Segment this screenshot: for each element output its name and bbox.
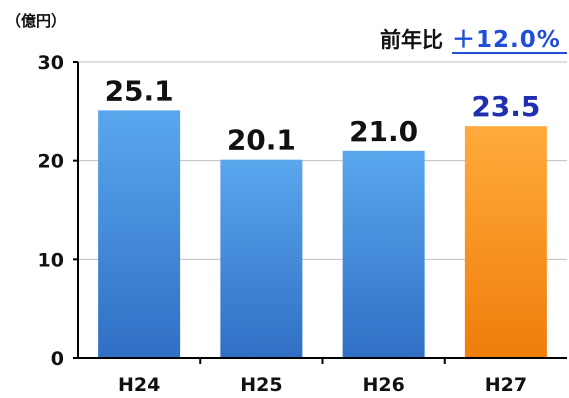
x-tick-label-H26: H26 xyxy=(362,374,404,396)
bars xyxy=(98,110,547,358)
unit-label: （億円） xyxy=(6,12,66,30)
y-tick-label-20: 20 xyxy=(38,151,64,173)
bar-H27 xyxy=(464,126,547,358)
y-tick-label-10: 10 xyxy=(38,249,64,271)
bar-H26 xyxy=(342,150,425,358)
bar-H25 xyxy=(220,159,303,358)
data-label-H25: 20.1 xyxy=(227,124,296,157)
yoy-value: ＋12.0% xyxy=(452,27,561,53)
data-label-H26: 21.0 xyxy=(349,115,418,148)
bar-H24 xyxy=(98,110,181,358)
x-axis-ticks: H24 H25 H26 H27 xyxy=(118,358,527,396)
data-label-H24: 25.1 xyxy=(105,74,174,107)
data-labels: 25.1 20.1 21.0 23.5 xyxy=(105,74,541,156)
y-tick-label-0: 0 xyxy=(51,348,64,370)
yoy-prefix: 前年比 xyxy=(380,28,443,52)
x-tick-label-H25: H25 xyxy=(240,374,282,396)
y-tick-label-30: 30 xyxy=(38,52,64,74)
y-axis-ticks: 0 10 20 30 xyxy=(38,52,78,370)
x-tick-label-H24: H24 xyxy=(118,374,160,396)
x-tick-label-H27: H27 xyxy=(485,374,527,396)
data-label-H27: 23.5 xyxy=(471,90,540,123)
